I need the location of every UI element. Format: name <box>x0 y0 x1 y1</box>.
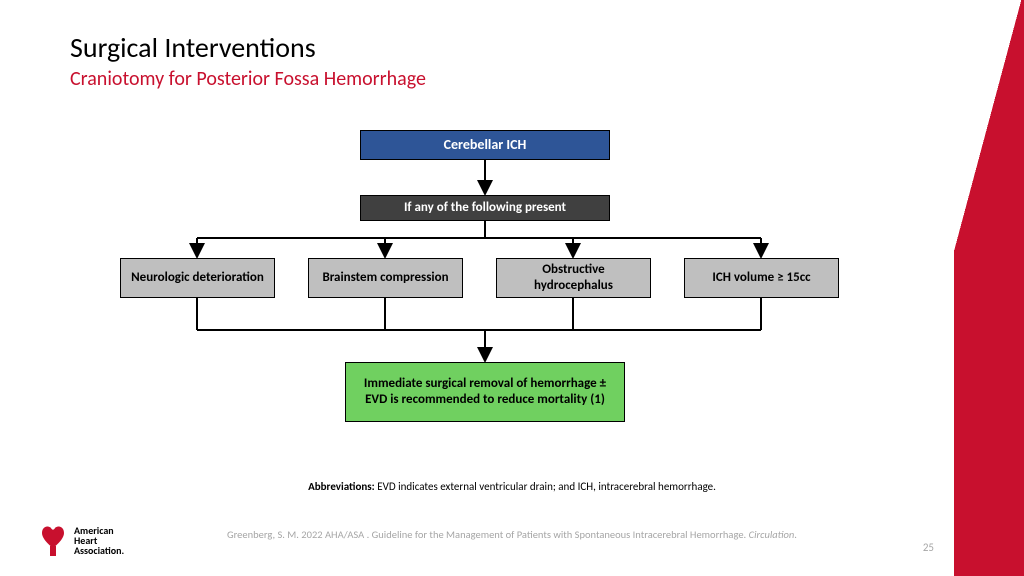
abbrev-prefix: Abbreviations: <box>308 480 377 493</box>
citation-b: . <box>794 528 797 541</box>
page-subtitle: Craniotomy for Posterior Fossa Hemorrhag… <box>70 67 426 91</box>
citation: Greenberg, S. M. 2022 AHA/ASA . Guidelin… <box>0 528 1024 541</box>
title-block: Surgical Interventions Craniotomy for Po… <box>70 30 426 91</box>
flow-node-leaf1: Neurologic deterioration <box>120 258 275 298</box>
flow-node-root: Cerebellar ICH <box>360 130 610 160</box>
citation-em: Circulation <box>749 528 795 541</box>
citation-a: Greenberg, S. M. 2022 AHA/ASA . Guidelin… <box>227 528 749 541</box>
abbrev-text: EVD indicates external ventricular drain… <box>377 480 716 493</box>
flow-node-result: Immediate surgical removal of hemorrhage… <box>345 362 625 422</box>
page-title: Surgical Interventions <box>70 30 426 65</box>
flow-node-cond: If any of the following present <box>360 195 610 221</box>
home-icon[interactable] <box>972 18 1006 52</box>
flow-node-leaf4: ICH volume ≥ 15cc <box>684 258 839 298</box>
logo-line3: Association. <box>74 546 124 556</box>
abbreviations: Abbreviations: EVD indicates external ve… <box>0 480 1024 493</box>
flow-node-leaf2: Brainstem compression <box>308 258 463 298</box>
logo-text: American Heart Association. <box>74 526 124 556</box>
page-number: 25 <box>923 541 934 554</box>
heart-torch-icon <box>40 524 66 558</box>
aha-logo: American Heart Association. <box>40 524 124 558</box>
flowchart: Cerebellar ICH If any of the following pr… <box>70 130 900 460</box>
flow-node-leaf3: Obstructive hydrocephalus <box>496 258 651 298</box>
